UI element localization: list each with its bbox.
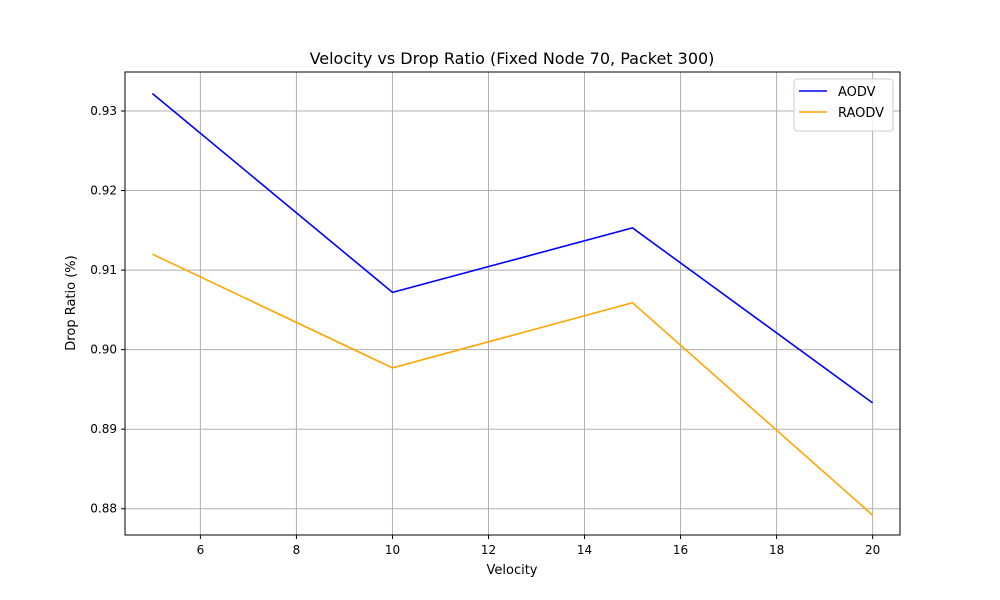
chart-title: Velocity vs Drop Ratio (Fixed Node 70, P… xyxy=(310,49,715,68)
x-tick-label: 16 xyxy=(673,543,688,557)
y-tick-label: 0.90 xyxy=(90,343,117,357)
x-axis-label: Velocity xyxy=(487,563,538,578)
series-line-raodv xyxy=(152,253,874,516)
x-tick-label: 8 xyxy=(293,543,301,557)
x-tick-label: 6 xyxy=(197,543,205,557)
grid xyxy=(125,72,900,535)
legend-label-aodv: AODV xyxy=(838,85,876,100)
x-tick-label: 12 xyxy=(481,543,496,557)
legend-label-raodv: RAODV xyxy=(838,106,884,121)
y-tick-label: 0.91 xyxy=(90,263,117,277)
series-line-aodv xyxy=(151,92,874,404)
series-lines xyxy=(151,92,874,516)
y-axis-label: Drop Ratio (%) xyxy=(64,255,79,350)
x-tick-label: 10 xyxy=(385,543,400,557)
legend: AODV RAODV xyxy=(793,78,894,132)
y-tick-label: 0.89 xyxy=(90,422,117,436)
x-tick-label: 14 xyxy=(577,543,592,557)
legend-box xyxy=(793,78,894,132)
y-tick-label: 0.93 xyxy=(90,104,117,118)
y-axis: 0.88 0.89 0.90 0.91 0.92 0.93 xyxy=(90,104,125,516)
x-tick-label: 18 xyxy=(769,543,784,557)
x-axis: 6 8 10 12 14 16 18 20 xyxy=(197,535,880,557)
y-tick-label: 0.88 xyxy=(90,502,117,516)
y-tick-label: 0.92 xyxy=(90,184,117,198)
x-tick-label: 20 xyxy=(865,543,880,557)
plot-frame xyxy=(124,71,901,536)
